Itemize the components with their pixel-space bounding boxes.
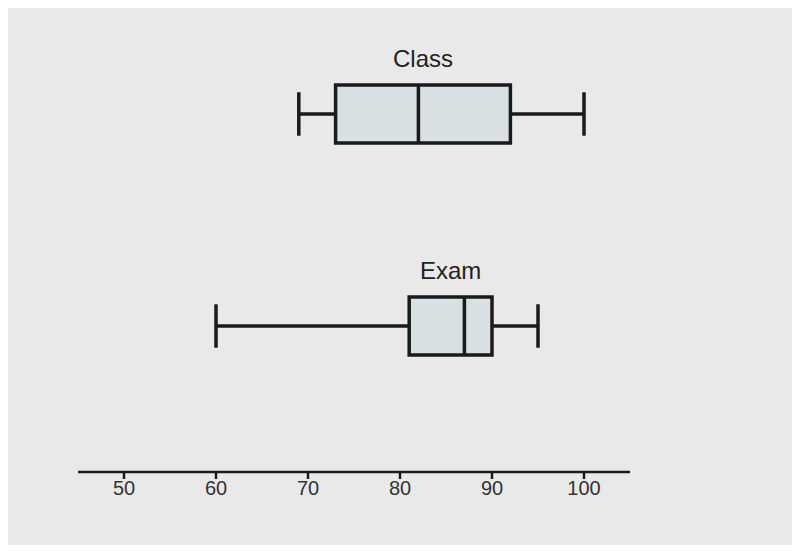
svg-text:80: 80 [389, 477, 411, 499]
svg-text:50: 50 [113, 477, 135, 499]
svg-text:60: 60 [205, 477, 227, 499]
svg-text:Exam: Exam [420, 257, 481, 284]
svg-text:100: 100 [567, 477, 600, 499]
svg-text:Class: Class [393, 45, 453, 72]
svg-text:70: 70 [297, 477, 319, 499]
svg-text:90: 90 [481, 477, 503, 499]
